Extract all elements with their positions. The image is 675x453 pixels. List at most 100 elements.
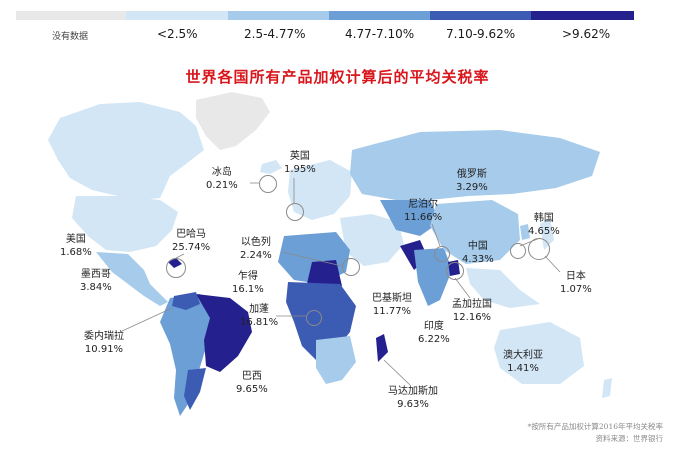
country-value: 1.68%	[60, 247, 92, 258]
country-value: 9.63%	[397, 399, 429, 410]
country-value: 3.84%	[80, 282, 112, 293]
legend-swatch-4-77-7-10	[329, 11, 430, 20]
country-value: 3.29%	[456, 182, 488, 193]
country-label-usa: 美国 1.68%	[60, 233, 92, 259]
legend-label-lt-2-5: <2.5%	[157, 27, 198, 41]
country-value: 11.66%	[404, 212, 443, 223]
region-venezuela	[172, 292, 200, 310]
legend-label-no-data: 没有数据	[52, 32, 89, 42]
region-usa	[72, 196, 178, 252]
region-argentina	[184, 368, 206, 410]
callout-circle-gabon	[306, 310, 322, 326]
country-value: 4.65%	[528, 226, 560, 237]
callout-circle-japan	[528, 238, 550, 260]
country-label-iceland: 冰岛 0.21%	[206, 166, 238, 192]
country-label-brazil: 巴西 9.65%	[236, 370, 268, 396]
region-uk	[292, 172, 304, 192]
country-label-korea: 韩国 4.65%	[528, 212, 560, 238]
country-name: 乍得	[237, 271, 258, 282]
region-russia	[350, 130, 600, 200]
region-se-asia	[466, 268, 540, 308]
country-name: 澳大利亚	[503, 350, 543, 361]
country-name: 巴西	[241, 371, 262, 382]
country-value: 1.41%	[507, 363, 539, 374]
country-label-mexico: 墨西哥 3.84%	[80, 268, 112, 294]
country-label-madagascar: 马达加斯加 9.63%	[388, 385, 438, 411]
region-brazil	[196, 294, 252, 372]
country-value: 1.95%	[284, 164, 316, 175]
country-label-venezuela: 委内瑞拉 10.91%	[84, 330, 124, 356]
footnote-source: 资料来源：世界银行	[595, 434, 664, 443]
country-name: 中国	[467, 241, 488, 252]
country-name: 墨西哥	[80, 269, 111, 280]
callout-circle-nepal	[434, 246, 450, 262]
country-value: 0.21%	[206, 180, 238, 191]
country-label-australia: 澳大利亚 1.41%	[503, 349, 543, 375]
country-label-japan: 日本 1.07%	[560, 270, 592, 296]
country-value: 9.65%	[236, 384, 268, 395]
region-canada	[48, 102, 204, 200]
legend-label-4-77-7-10: 4.77-7.10%	[345, 27, 415, 41]
country-name: 以色列	[240, 237, 271, 248]
region-central-asia	[380, 200, 440, 236]
callout-circle-bahamas	[166, 258, 186, 278]
region-australia	[494, 322, 584, 384]
region-africa-south	[316, 336, 356, 384]
legend-label-7-10-9-62: 7.10-9.62%	[446, 27, 516, 41]
country-label-india: 印度 6.22%	[418, 320, 450, 346]
country-name: 委内瑞拉	[84, 331, 124, 342]
country-label-china: 中国 4.33%	[462, 240, 494, 266]
country-name: 尼泊尔	[408, 199, 439, 210]
country-name: 冰岛	[211, 167, 232, 178]
country-value: 11.77%	[372, 306, 412, 317]
callout-circle-uk	[286, 203, 304, 221]
region-korea	[520, 224, 530, 240]
footnote: *按所有产品加权计算2016年平均关税率 资料来源：世界银行	[528, 421, 663, 445]
country-value: 1.07%	[560, 284, 592, 295]
legend-swatch-7-10-9-62	[430, 11, 531, 20]
country-name: 马达加斯加	[388, 386, 438, 397]
legend-label-gt-9-62: >9.62%	[562, 27, 611, 41]
callout-circle-iceland	[259, 175, 277, 193]
country-name: 印度	[423, 321, 444, 332]
region-india	[414, 248, 452, 306]
country-label-gabon: 加蓬 16.81%	[240, 303, 278, 329]
legend-swatch-no-data	[16, 11, 126, 20]
country-value: 12.16%	[452, 312, 492, 323]
country-label-nepal: 尼泊尔 11.66%	[404, 198, 442, 224]
footnote-note: *按所有产品加权计算2016年平均关税率	[527, 422, 663, 431]
region-middle-east	[340, 214, 404, 266]
callout-circle-korea	[510, 243, 526, 259]
country-name: 巴哈马	[176, 229, 207, 240]
country-value: 16.81%	[240, 317, 279, 328]
country-label-russia: 俄罗斯 3.29%	[456, 168, 488, 194]
country-value: 25.74%	[172, 242, 211, 253]
country-name: 英国	[289, 151, 310, 162]
country-name: 加蓬	[249, 304, 270, 315]
country-value: 16.1%	[232, 284, 264, 295]
legend-label-2-5-4-77: 2.5-4.77%	[244, 27, 306, 41]
region-europe	[288, 160, 352, 220]
country-label-chad: 乍得 16.1%	[232, 270, 264, 296]
country-label-bangladesh: 孟加拉国 12.16%	[452, 298, 492, 324]
region-china	[430, 200, 520, 264]
country-name: 日本	[565, 271, 586, 282]
country-label-bahamas: 巴哈马 25.74%	[172, 228, 210, 254]
legend-swatch-lt-2-5	[126, 11, 228, 20]
legend-swatch-gt-9-62	[531, 11, 634, 20]
region-south-america-west	[160, 294, 214, 416]
country-name: 巴基斯坦	[372, 293, 412, 304]
region-madagascar	[376, 334, 388, 362]
country-value: 2.24%	[240, 250, 272, 261]
region-iceland	[260, 160, 282, 174]
country-label-israel: 以色列 2.24%	[240, 236, 272, 262]
callout-circle-israel	[342, 258, 360, 276]
country-name: 孟加拉国	[452, 299, 492, 310]
country-label-pakistan: 巴基斯坦 11.77%	[372, 292, 412, 318]
country-value: 6.22%	[418, 334, 450, 345]
country-value: 10.91%	[84, 344, 124, 355]
region-mexico	[96, 252, 168, 306]
map-title: 世界各国所有产品加权计算后的平均关税率	[185, 68, 490, 86]
